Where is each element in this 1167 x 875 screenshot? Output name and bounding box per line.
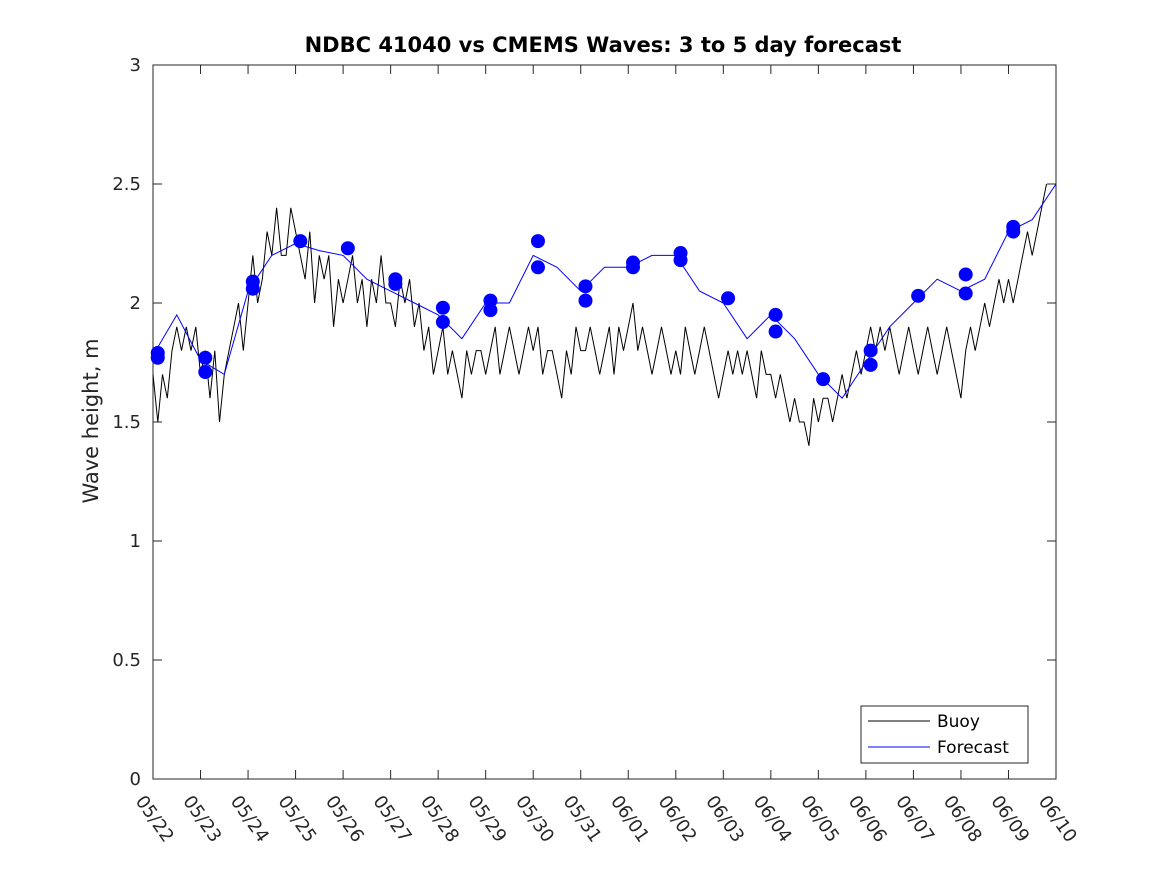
forecast-marker bbox=[578, 279, 593, 294]
forecast-marker bbox=[435, 300, 450, 315]
chart-title: NDBC 41040 vs CMEMS Waves: 3 to 5 day fo… bbox=[305, 33, 902, 57]
forecast-marker bbox=[340, 241, 355, 256]
y-tick-label: 1.5 bbox=[112, 412, 141, 433]
axes-box bbox=[152, 64, 1057, 780]
y-tick-label: 2.5 bbox=[112, 174, 141, 195]
marker-layer bbox=[150, 219, 1021, 387]
forecast-marker bbox=[483, 293, 498, 308]
forecast-marker bbox=[911, 288, 926, 303]
forecast-marker bbox=[530, 234, 545, 249]
forecast-marker bbox=[388, 272, 403, 287]
forecast-marker bbox=[198, 350, 213, 365]
legend: Buoy Forecast bbox=[860, 705, 1029, 764]
forecast-marker bbox=[293, 234, 308, 249]
y-tick-label: 0 bbox=[130, 769, 141, 790]
forecast-marker bbox=[958, 267, 973, 282]
forecast-marker bbox=[435, 315, 450, 330]
legend-box bbox=[860, 705, 1029, 764]
forecast-marker bbox=[768, 307, 783, 322]
legend-forecast-label: Forecast bbox=[937, 738, 1009, 758]
forecast-marker bbox=[958, 286, 973, 301]
forecast-marker bbox=[768, 324, 783, 339]
y-tick-label: 1 bbox=[130, 531, 141, 552]
forecast-marker bbox=[863, 357, 878, 372]
y-tick-label: 0.5 bbox=[112, 650, 141, 671]
y-tick-label: 3 bbox=[130, 55, 141, 76]
forecast-marker bbox=[198, 365, 213, 380]
forecast-marker bbox=[626, 255, 641, 270]
forecast-marker bbox=[816, 372, 831, 387]
series-line-buoy bbox=[152, 183, 1047, 446]
y-tick-label: 2 bbox=[130, 293, 141, 314]
legend-buoy-label: Buoy bbox=[937, 712, 980, 732]
forecast-marker bbox=[578, 293, 593, 308]
forecast-marker bbox=[530, 260, 545, 275]
y-axis-label: Wave height, m bbox=[79, 338, 103, 503]
forecast-marker bbox=[673, 246, 688, 261]
forecast-marker bbox=[245, 274, 260, 289]
forecast-marker bbox=[863, 343, 878, 358]
forecast-marker bbox=[150, 345, 165, 360]
forecast-marker bbox=[721, 291, 736, 306]
forecast-marker bbox=[1006, 219, 1021, 234]
